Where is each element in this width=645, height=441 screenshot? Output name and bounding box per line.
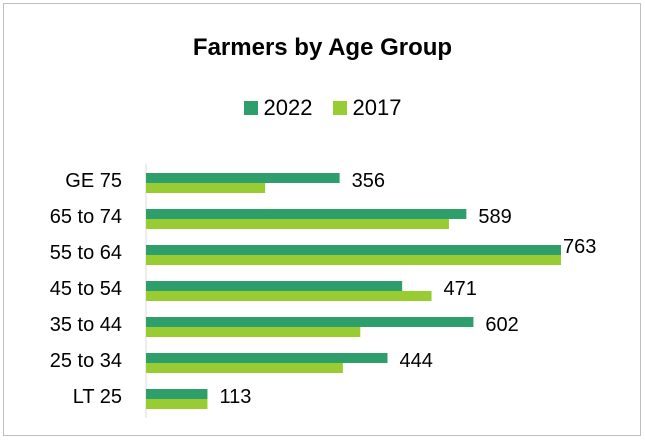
category-label-55-to-64: 55 to 64	[50, 242, 122, 264]
category-label-ge-75: GE 75	[65, 170, 122, 192]
bar-2017-25-to-34	[146, 363, 343, 373]
bar-2022-35-to-44	[146, 317, 474, 327]
legend-swatch-2017	[332, 101, 347, 115]
data-label-35-to-44: 602	[485, 314, 518, 336]
legend-label-2017: 2017	[352, 95, 402, 120]
bar-2022-65-to-74	[146, 209, 467, 219]
legend-item-2022: 2022	[243, 95, 313, 121]
bar-2017-65-to-74	[146, 219, 449, 229]
data-label-55-to-64: 763	[563, 236, 596, 258]
bar-2017-lt-25	[146, 399, 208, 409]
bar-2022-25-to-34	[146, 353, 388, 363]
bar-2022-55-to-64	[146, 245, 561, 255]
category-label-35-to-44: 35 to 44	[50, 314, 122, 336]
legend-item-2017: 2017	[332, 95, 402, 121]
chart-legend: 2022 2017	[0, 95, 645, 121]
bar-2017-ge-75	[146, 183, 266, 193]
data-label-65-to-74: 589	[478, 206, 511, 228]
category-label-45-to-54: 45 to 54	[50, 278, 122, 300]
bar-2022-lt-25	[146, 389, 208, 399]
bar-2022-45-to-54	[146, 281, 403, 291]
legend-label-2022: 2022	[263, 95, 313, 120]
bar-2017-35-to-44	[146, 327, 361, 337]
chart-title: Farmers by Age Group	[192, 34, 453, 61]
bar-2017-55-to-64	[146, 255, 561, 265]
bar-2022-ge-75	[146, 173, 340, 183]
data-label-45-to-54: 471	[444, 278, 477, 300]
legend-swatch-2022	[243, 101, 258, 115]
data-label-ge-75: 356	[352, 170, 385, 192]
bar-2017-45-to-54	[146, 291, 432, 301]
data-label-lt-25: 113	[219, 386, 251, 408]
category-label-25-to-34: 25 to 34	[50, 350, 122, 372]
data-label-25-to-34: 444	[399, 350, 432, 372]
category-label-lt-25: LT 25	[73, 386, 122, 408]
category-label-65-to-74: 65 to 74	[50, 206, 122, 228]
